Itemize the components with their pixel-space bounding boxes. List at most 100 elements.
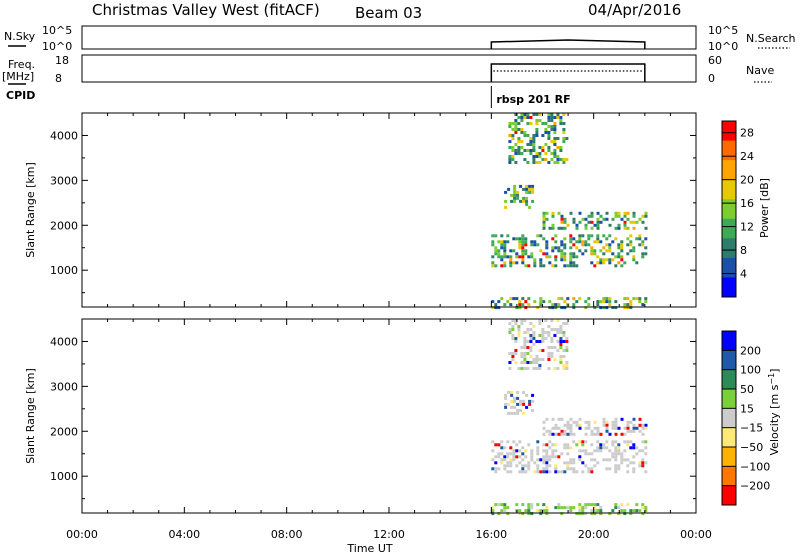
data-cell [514, 319, 518, 322]
data-cell [602, 217, 606, 221]
data-cell [587, 214, 591, 218]
data-cell [497, 240, 501, 244]
data-cell [551, 211, 555, 215]
data-cell [524, 509, 528, 513]
data-cell [542, 226, 546, 230]
data-cell [510, 390, 514, 394]
data-cell [512, 452, 516, 456]
data-cell [596, 240, 600, 244]
data-cell [556, 331, 560, 334]
data-cell [518, 243, 522, 247]
data-cell [554, 455, 558, 459]
data-cell [536, 449, 540, 453]
power-x-ticks [81, 113, 697, 307]
data-cell [557, 246, 561, 250]
data-cell [511, 128, 515, 131]
nsky-label: N.Sky [4, 30, 36, 43]
data-cell [539, 458, 543, 462]
data-cell [547, 358, 551, 361]
data-cell [529, 322, 533, 325]
data-cell [556, 319, 560, 322]
data-cell [547, 367, 551, 370]
data-cell [599, 240, 603, 244]
data-cell [513, 199, 517, 203]
data-cell [494, 455, 498, 459]
data-cell [547, 119, 551, 122]
data-cell [581, 449, 585, 453]
data-cell [542, 420, 546, 424]
data-cell [531, 399, 535, 403]
data-cell [590, 220, 594, 224]
data-cell [608, 300, 612, 304]
data-cell [491, 240, 495, 244]
data-cell [608, 234, 612, 238]
data-cell [527, 512, 531, 516]
data-cell [569, 506, 573, 510]
data-cell [497, 443, 501, 447]
data-cell [514, 122, 518, 125]
data-cell [556, 137, 560, 140]
data-cell [563, 446, 567, 450]
data-cell [524, 252, 528, 256]
colorbar-frame [721, 330, 737, 506]
data-cell [532, 140, 536, 143]
data-cell [530, 252, 534, 256]
data-cell [547, 325, 551, 328]
data-cell [614, 211, 618, 215]
data-cell [566, 464, 570, 468]
data-cell [547, 125, 551, 128]
data-cell [514, 113, 518, 116]
data-cell [596, 234, 600, 238]
data-cell [620, 452, 624, 456]
data-cell [593, 249, 597, 253]
data-cell [517, 325, 521, 328]
data-cell [587, 243, 591, 247]
data-cell [620, 417, 624, 421]
data-cell [518, 440, 522, 444]
data-cell [520, 361, 524, 364]
data-cell [626, 426, 630, 430]
data-cell [539, 470, 543, 474]
data-cell [635, 261, 639, 265]
data-cell [563, 220, 567, 224]
data-cell [518, 455, 522, 459]
data-cell [500, 458, 504, 462]
data-cell [494, 303, 498, 307]
data-cell [500, 234, 504, 238]
data-cell [578, 423, 582, 427]
data-cell [596, 303, 600, 307]
colorbar-tick-label: −15 [740, 422, 763, 435]
data-cell [513, 187, 517, 191]
data-cell [578, 249, 582, 253]
data-cell [542, 237, 546, 241]
data-cell [617, 214, 621, 218]
freq-tick-top: 18 [55, 54, 69, 67]
data-cell [529, 152, 533, 155]
colorbar-tick-label: 24 [740, 150, 754, 163]
data-cell [542, 217, 546, 221]
data-cell [517, 122, 521, 125]
data-cell [605, 211, 609, 215]
data-cell [569, 509, 573, 513]
data-cell [503, 240, 507, 244]
data-cell [605, 306, 609, 310]
data-cell [560, 297, 564, 301]
data-cell [644, 300, 648, 304]
data-cell [542, 458, 546, 462]
nsky-trace [490, 39, 646, 49]
data-cell [593, 509, 597, 513]
data-cell [520, 119, 524, 122]
data-cell [559, 346, 563, 349]
data-cell [584, 243, 588, 247]
data-cell [548, 300, 552, 304]
data-cell [503, 303, 507, 307]
data-cell [641, 458, 645, 462]
data-cell [548, 226, 552, 230]
data-cell [535, 119, 539, 122]
data-cell [517, 334, 521, 337]
data-cell [617, 449, 621, 453]
data-cell [569, 461, 573, 465]
data-cell [523, 113, 527, 116]
data-cell [528, 399, 532, 403]
data-cell [550, 158, 554, 161]
